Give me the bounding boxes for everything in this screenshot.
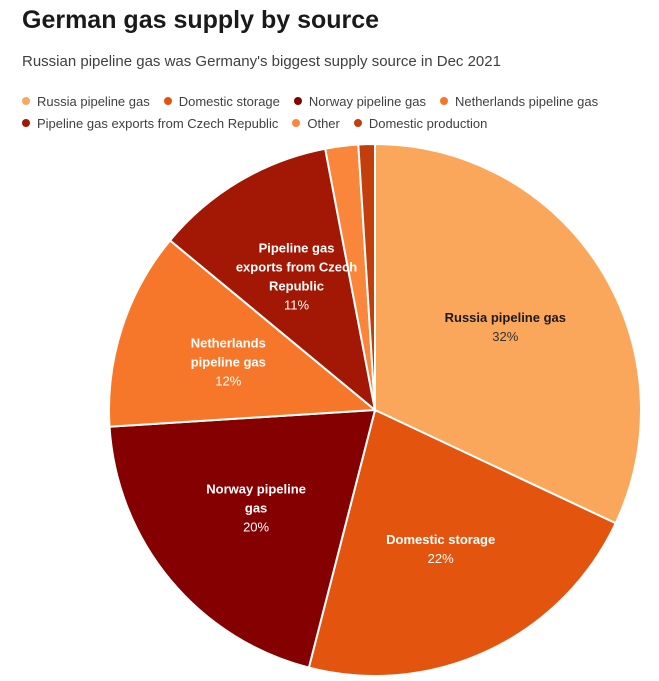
legend-item: Domestic production — [353, 114, 488, 132]
legend-label: Pipeline gas exports from Czech Republic — [37, 115, 279, 131]
slice-value-label: 22% — [428, 551, 454, 566]
slice-label: Russia pipeline gas 32% — [445, 310, 566, 344]
legend-item: Pipeline gas exports from Czech Republic — [22, 114, 278, 132]
slice-label: Norway pipeline gas 20% — [206, 481, 306, 534]
legend-item: Russia pipeline gas — [22, 92, 150, 110]
slice-value-label: 32% — [492, 329, 518, 344]
pie-slice — [168, 147, 377, 413]
legend-label: Domestic production — [368, 115, 488, 131]
slice-label: Domestic storage 22% — [386, 532, 495, 566]
chart-subtitle: Russian pipeline gas was Germany's bigge… — [22, 53, 501, 70]
legend-swatch — [22, 97, 30, 105]
chart-title: German gas supply by source — [22, 6, 380, 34]
legend-label: Norway pipeline gas — [308, 93, 426, 109]
slice-value-label: 20% — [243, 519, 269, 534]
legend-item: Norway pipeline gas — [293, 92, 426, 110]
legend-swatch — [22, 119, 30, 127]
slice-label: Netherlands pipeline gas 12% — [191, 335, 266, 388]
pie-slice — [307, 408, 618, 677]
slice-value-label: 12% — [215, 373, 241, 388]
legend-item: Other — [292, 114, 340, 132]
pie-slice — [108, 408, 377, 669]
slice-value-label: 11% — [284, 298, 309, 313]
pie-slice — [357, 142, 376, 411]
legend-swatch — [163, 97, 172, 105]
legend-swatch — [293, 97, 302, 105]
legend-swatch — [353, 119, 362, 127]
legend-label: Other — [307, 115, 340, 131]
legend-swatch — [439, 97, 448, 105]
legend-label: Domestic storage — [178, 93, 280, 109]
legend-item: Netherlands pipeline gas — [439, 92, 599, 110]
pie-slice — [108, 239, 378, 428]
chart-legend: Russia pipeline gas Domestic storage Norwa… — [22, 92, 647, 132]
pie-slice — [374, 142, 642, 525]
legend-item: Domestic storage — [163, 92, 280, 110]
legend-label: Netherlands pipeline gas — [454, 93, 599, 109]
slice-label: Pipeline gas exports from Czech Republic 11… — [236, 241, 357, 313]
legend-swatch — [292, 119, 301, 127]
legend-label: Russia pipeline gas — [37, 93, 150, 109]
